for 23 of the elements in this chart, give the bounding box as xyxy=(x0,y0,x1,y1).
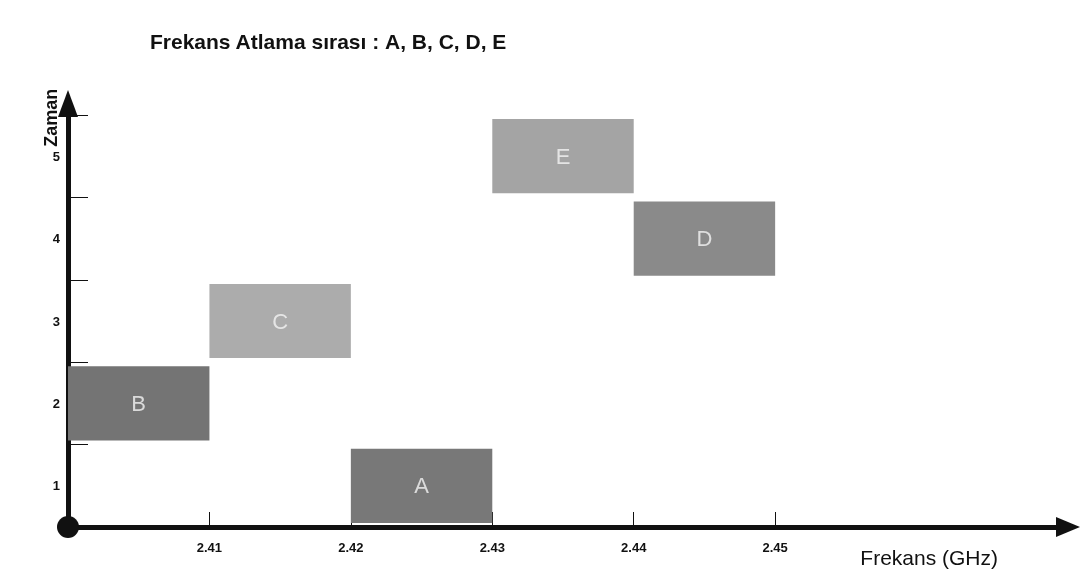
x-tick-label: 2.41 xyxy=(196,540,223,555)
annotation: B xyxy=(131,390,147,416)
bar xyxy=(492,119,634,194)
chart-title: Frekans Atlama sırası : A, B, C, D, E xyxy=(150,30,507,53)
x-axis-title: Frekans (GHz) xyxy=(860,546,998,569)
annotation: C xyxy=(272,308,289,334)
bar xyxy=(209,283,351,359)
annotation: E xyxy=(555,143,571,169)
bar xyxy=(350,448,493,523)
y-tick-label: 3 xyxy=(52,313,60,329)
annotation: A xyxy=(414,473,430,499)
x-tick-label: 2.45 xyxy=(762,540,788,555)
annotation: D xyxy=(696,226,713,252)
x-tick-label: 2.44 xyxy=(621,540,648,555)
y-tick-label: 1 xyxy=(52,478,60,494)
y-axis-title: Zaman xyxy=(41,88,61,147)
y-tick-label: 2 xyxy=(52,395,60,411)
y-tick-label: 5 xyxy=(52,148,60,164)
y-tick-label: 4 xyxy=(52,231,61,247)
bar xyxy=(68,366,210,441)
x-tick-label: 2.43 xyxy=(479,540,505,555)
x-tick-label: 2.42 xyxy=(338,540,364,555)
bar xyxy=(633,201,776,276)
